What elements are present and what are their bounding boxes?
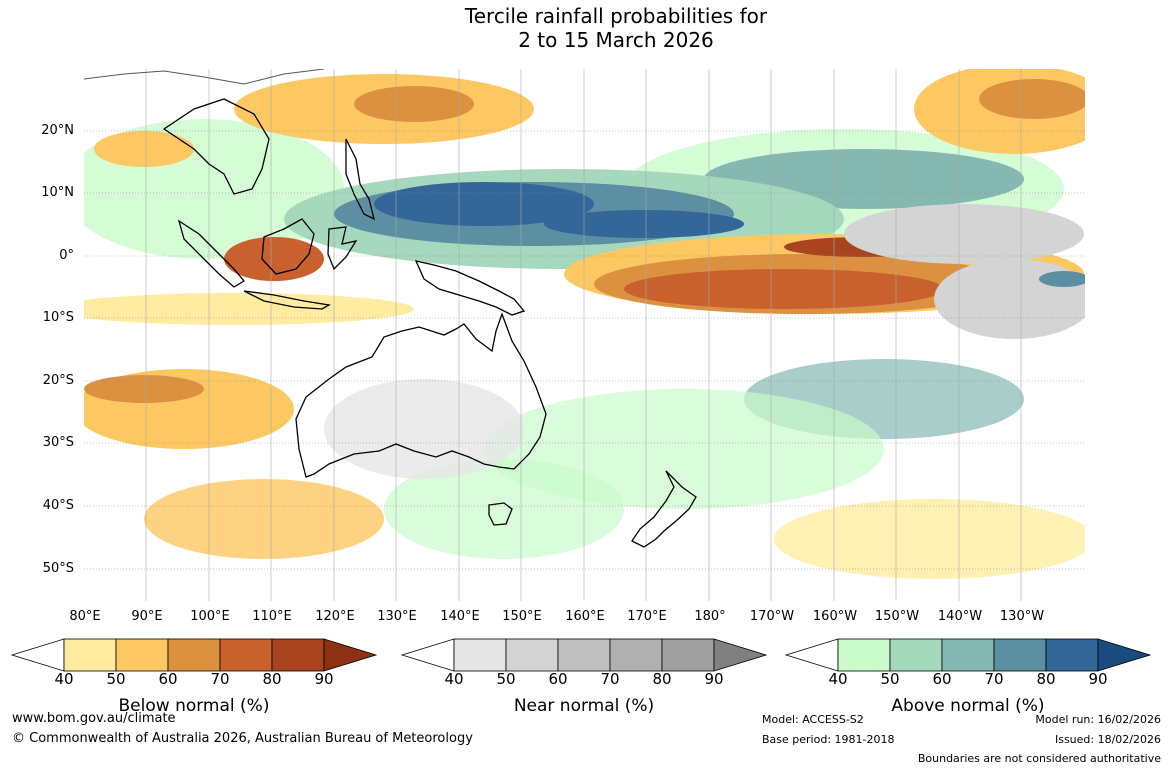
lon-label: 90°E [131, 609, 163, 624]
borneo-coastline [261, 218, 315, 275]
lon-label: 150°E [502, 609, 542, 624]
philippines-coastline [345, 138, 375, 221]
lon-label: 150°W [874, 609, 920, 624]
java-coastline [243, 290, 331, 310]
below-colorbar-segment [219, 638, 273, 672]
sulawesi-coastline [327, 226, 358, 271]
lon-label: 160°E [565, 609, 605, 624]
near-colorbar-tick: 70 [600, 670, 620, 688]
lon-label: 140°W [937, 609, 983, 624]
lon-label: 160°W [812, 609, 858, 624]
near-colorbar-segment [505, 638, 559, 672]
below-colorbar-segment [63, 638, 117, 672]
below-colorbar-segment [115, 638, 169, 672]
graticule [84, 130, 1085, 570]
above-colorbar-min-arrow [784, 638, 839, 672]
indochina-coastline [162, 98, 270, 195]
lon-label: 130°E [377, 609, 417, 624]
map-title-line2: 2 to 15 March 2026 [518, 28, 714, 52]
australia-coastline [295, 312, 547, 478]
above-colorbar-segment [889, 638, 943, 672]
rainfall-probability-map [84, 69, 1085, 601]
lon-label: 110°E [252, 609, 292, 624]
lon-label: 170°W [749, 609, 795, 624]
lat-label: 50°S [42, 561, 74, 576]
below-colorbar-tick: 60 [158, 670, 178, 688]
probability-shading [84, 69, 1085, 579]
lat-label: 20°S [42, 373, 74, 388]
above-colorbar-tick: 60 [932, 670, 952, 688]
meridians [145, 69, 1022, 601]
lat-label: 40°S [42, 498, 74, 513]
lon-label: 80°E [69, 609, 101, 624]
map-canvas [84, 69, 1085, 601]
near-colorbar-max-arrow [713, 638, 768, 672]
near-normal-title: Near normal (%) [513, 696, 655, 716]
bom-url[interactable]: www.bom.gov.au/climate [12, 711, 176, 726]
issued-date: Issued: 18/02/2026 [1054, 733, 1161, 746]
model-name: Model: ACCESS-S2 [762, 713, 864, 726]
new-zealand-coastline [631, 470, 697, 548]
near-colorbar-segment [661, 638, 715, 672]
near-colorbar-segment [557, 638, 611, 672]
lat-label: 30°S [42, 435, 74, 450]
map-title-line1: Tercile rainfall probabilities for [464, 4, 768, 28]
lat-label: 10°S [42, 310, 74, 325]
base-period: Base period: 1981-2018 [762, 733, 895, 746]
near-colorbar-tick: 50 [496, 670, 516, 688]
sumatra-coastline [177, 219, 245, 288]
lon-label: 130°W [999, 609, 1045, 624]
lon-label: 100°E [190, 609, 230, 624]
map-title: Tercile rainfall probabilities for 2 to … [0, 4, 1173, 52]
below-colorbar-tick: 50 [106, 670, 126, 688]
lat-label: 20°N [41, 123, 74, 138]
above-colorbar-segment [837, 638, 891, 672]
above-normal-title: Above normal (%) [891, 696, 1045, 716]
lat-label: 0° [59, 248, 74, 263]
boundary-disclaimer: Boundaries are not considered authoritat… [917, 752, 1161, 765]
lon-label: 140°E [440, 609, 480, 624]
below-colorbar-tick: 80 [262, 670, 282, 688]
above-colorbar-segment [941, 638, 995, 672]
asia-coast-north [84, 69, 325, 85]
above-colorbar-segment [1045, 638, 1099, 672]
near-colorbar-segment [609, 638, 663, 672]
near-colorbar-tick: 90 [704, 670, 724, 688]
below-colorbar-tick: 70 [210, 670, 230, 688]
lon-label: 180° [694, 609, 726, 624]
below-colorbar-segment [167, 638, 221, 672]
below-colorbar-tick: 40 [54, 670, 74, 688]
above-colorbar-segment [993, 638, 1047, 672]
above-colorbar-max-arrow [1097, 638, 1152, 672]
lat-label: 10°N [41, 185, 74, 200]
near-colorbar-tick: 60 [548, 670, 568, 688]
below-colorbar-segment [271, 638, 325, 672]
above-colorbar-tick: 90 [1088, 670, 1108, 688]
lon-label: 170°E [627, 609, 667, 624]
above-colorbar-tick: 40 [828, 670, 848, 688]
above-colorbar-tick: 50 [880, 670, 900, 688]
near-colorbar-tick: 80 [652, 670, 672, 688]
tasmania-coastline [488, 502, 513, 526]
near-colorbar-tick: 40 [444, 670, 464, 688]
new-guinea-coastline [414, 260, 526, 316]
colorbars [10, 638, 1152, 672]
above-colorbar-tick: 80 [1036, 670, 1056, 688]
below-colorbar-max-arrow [323, 638, 378, 672]
below-colorbar-tick: 90 [314, 670, 334, 688]
lon-label: 120°E [315, 609, 355, 624]
near-colorbar-min-arrow [400, 638, 455, 672]
above-colorbar-tick: 70 [984, 670, 1004, 688]
near-colorbar-segment [453, 638, 507, 672]
below-normal-title: Below normal (%) [118, 696, 270, 716]
below-colorbar-min-arrow [10, 638, 65, 672]
copyright: © Commonwealth of Australia 2026, Austra… [12, 731, 473, 746]
model-run: Model run: 16/02/2026 [1035, 713, 1161, 726]
